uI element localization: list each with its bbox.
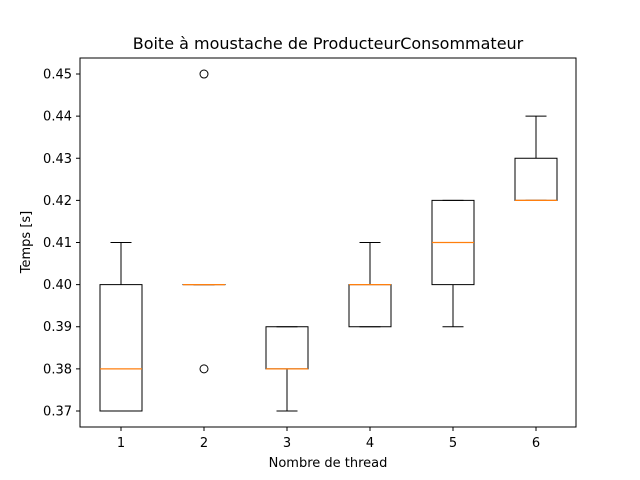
plot-frame	[79, 57, 577, 428]
box-6	[514, 115, 558, 201]
outlier-point	[199, 69, 209, 79]
iqr-box	[265, 326, 309, 370]
y-tick-label: 0.41	[43, 236, 72, 251]
x-tick-label: 2	[200, 436, 208, 451]
y-tick-label: 0.40	[43, 278, 72, 293]
x-axis: 1 2 3 4 5 6	[117, 427, 540, 451]
chart-title: Boite à moustache de ProducteurConsommat…	[133, 34, 524, 53]
plot-area	[99, 69, 558, 412]
iqr-box	[99, 284, 143, 412]
box-4	[348, 242, 392, 328]
x-tick-label: 6	[532, 436, 540, 451]
y-axis-label: Temps [s]	[19, 211, 34, 274]
iqr-box	[348, 284, 392, 328]
outlier-point	[199, 364, 209, 374]
iqr-box	[514, 157, 558, 201]
box-1	[99, 242, 143, 412]
y-tick-label: 0.37	[43, 404, 72, 419]
box-3	[265, 326, 309, 412]
x-axis-label: Nombre de thread	[269, 456, 388, 471]
y-tick-label: 0.38	[43, 362, 72, 377]
box-2	[182, 69, 226, 374]
x-tick-label: 4	[366, 436, 374, 451]
y-tick-label: 0.43	[43, 152, 72, 167]
y-axis: 0.37 0.38 0.39 0.40 0.41 0.42 0.43 0.44 0.45	[43, 68, 80, 419]
box-5	[431, 199, 475, 328]
x-tick-label: 1	[117, 436, 125, 451]
y-tick-label: 0.45	[43, 68, 72, 83]
y-tick-label: 0.44	[43, 110, 72, 125]
y-tick-label: 0.39	[43, 320, 72, 335]
y-tick-label: 0.42	[43, 194, 72, 209]
x-tick-label: 3	[283, 436, 291, 451]
x-tick-label: 5	[449, 436, 457, 451]
